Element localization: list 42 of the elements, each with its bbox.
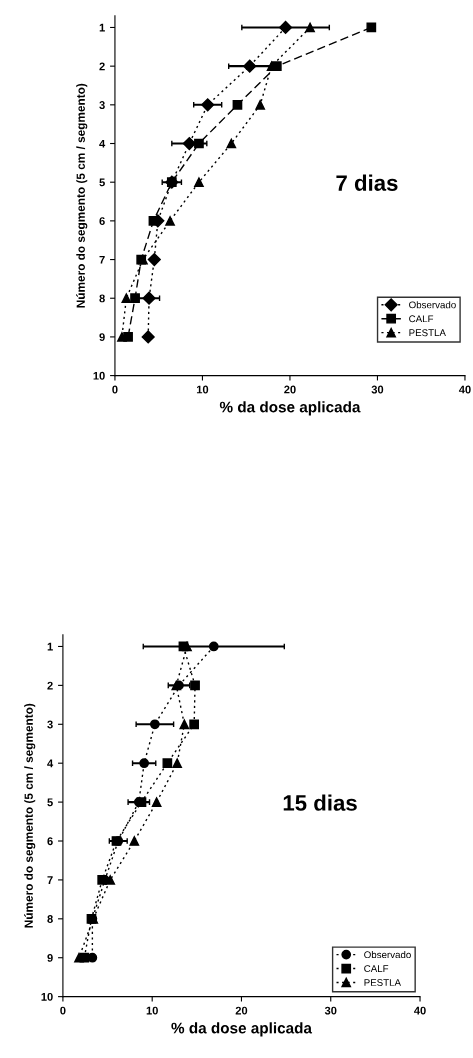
y-tick-label: 4 (47, 759, 54, 768)
annotation: 15 dias (283, 794, 357, 811)
y-tick-label: 4 (99, 139, 106, 148)
x-axis-title: % da dose aplicada (219, 401, 361, 416)
y-axis-title: Número do segmento (5 cm / segmento) (76, 83, 88, 308)
x-tick-label: 0 (60, 1006, 66, 1015)
legend-label: PESTLA (364, 979, 401, 986)
legend-label: Observado (364, 950, 411, 959)
x-tick-label: 0 (112, 385, 118, 394)
y-tick-label: 1 (47, 642, 53, 651)
legend-label: PESTLA (409, 329, 446, 337)
y-tick-label: 3 (47, 720, 53, 729)
x-tick-label: 10 (196, 385, 209, 394)
y-tick-label: 1 (99, 23, 105, 32)
x-tick-label: 10 (146, 1006, 158, 1015)
x-tick-label: 40 (458, 385, 471, 394)
x-tick-label: 20 (235, 1006, 248, 1015)
annotation: 7 dias (336, 174, 398, 191)
x-tick-label: 30 (371, 385, 384, 394)
y-tick-label: 5 (99, 178, 105, 187)
x-tick-label: 20 (284, 385, 296, 394)
x-axis-title: % da dose aplicada (171, 1022, 313, 1037)
x-tick-label: 40 (414, 1006, 426, 1015)
y-tick-label: 8 (47, 915, 53, 923)
y-tick-label: 10 (93, 371, 105, 380)
y-tick-label: 6 (47, 837, 53, 846)
legend-label: CALF (409, 315, 434, 323)
y-tick-label: 6 (99, 217, 105, 226)
y-tick-label: 7 (99, 255, 105, 264)
y-tick-label: 3 (99, 101, 105, 109)
y-axis-title: Número do segmento (5 cm / segmento) (24, 703, 36, 928)
y-tick-label: 9 (47, 954, 53, 962)
y-tick-label: 10 (41, 992, 53, 1001)
y-tick-label: 8 (99, 294, 105, 303)
y-tick-label: 9 (99, 333, 105, 342)
y-tick-label: 2 (47, 681, 53, 690)
y-tick-label: 2 (99, 62, 105, 71)
legend-label: Observado (409, 301, 456, 309)
y-tick-label: 5 (47, 798, 53, 807)
x-tick-label: 30 (324, 1006, 337, 1015)
legend-label: CALF (364, 965, 389, 973)
y-tick-label: 7 (47, 876, 53, 884)
